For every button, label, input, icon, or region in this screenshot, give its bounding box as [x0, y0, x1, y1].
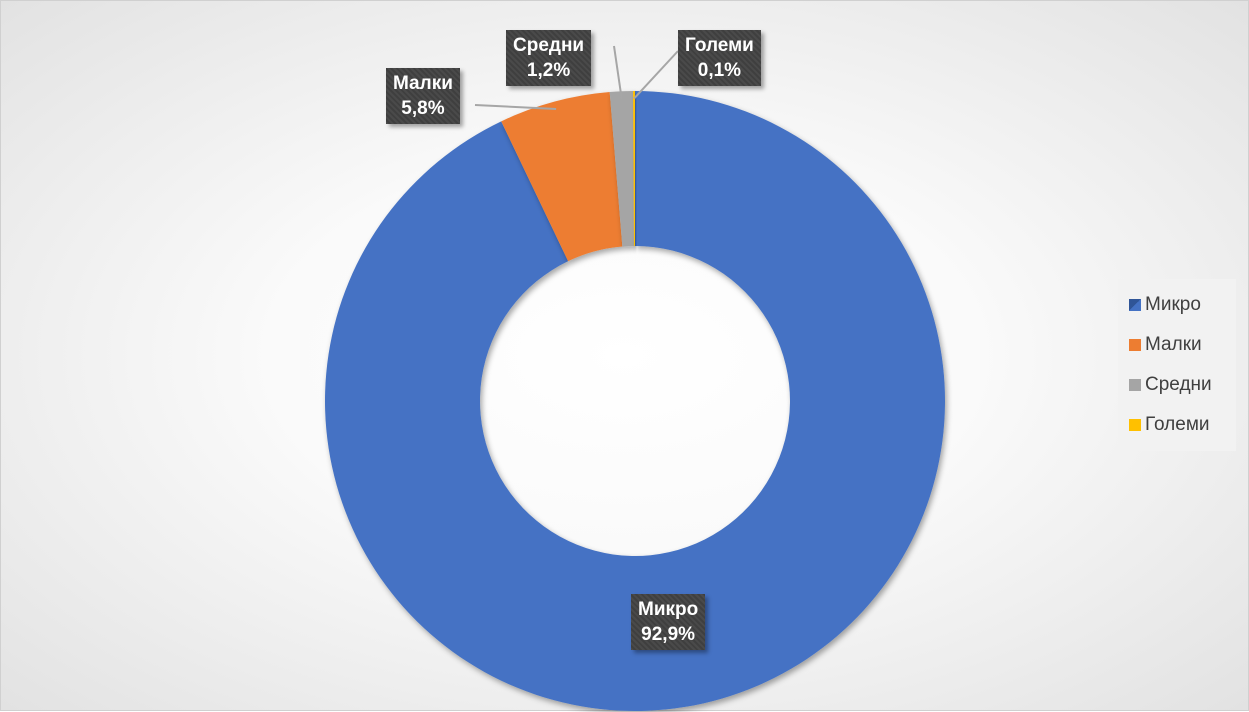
legend-swatch [1129, 299, 1141, 311]
data-label-sredni: Средни 1,2% [506, 30, 592, 86]
data-label-category: Малки [393, 73, 453, 94]
legend-item-sredni[interactable]: Средни [1129, 365, 1236, 405]
data-label-value: 0,1% [697, 60, 742, 81]
leader-line-malki [474, 104, 557, 110]
leader-line-sredni [613, 45, 623, 99]
data-label-category: Микро [638, 599, 699, 620]
slice-mikro[interactable] [324, 91, 945, 711]
data-label-golemi: Големи 0,1% [678, 30, 761, 86]
data-label-mikro: Микро 92,9% [631, 594, 706, 650]
legend-item-malki[interactable]: Малки [1129, 325, 1236, 365]
legend-item-golemi[interactable]: Големи [1129, 405, 1236, 445]
legend-swatch [1129, 419, 1141, 431]
slice-sredni[interactable] [609, 91, 635, 247]
data-label-category: Големи [685, 35, 754, 56]
legend-label: Малки [1145, 334, 1202, 355]
legend-item-mikro[interactable]: Микро [1129, 285, 1236, 325]
data-label-malki: Малки 5,8% [386, 68, 460, 124]
legend-swatch [1129, 339, 1141, 351]
legend-swatch [1129, 379, 1141, 391]
data-label-value: 92,9% [641, 624, 696, 645]
legend-label: Големи [1145, 414, 1210, 435]
legend-label: Микро [1145, 294, 1201, 315]
legend-label: Средни [1145, 374, 1212, 395]
legend: Микро Малки Средни Големи [1118, 279, 1236, 451]
leader-line-golemi [633, 50, 679, 100]
data-label-category: Средни [513, 35, 585, 56]
slice-malki[interactable] [501, 92, 623, 262]
data-label-value: 1,2% [526, 60, 571, 81]
slice-golemi[interactable] [633, 91, 635, 247]
data-label-value: 5,8% [401, 98, 445, 119]
